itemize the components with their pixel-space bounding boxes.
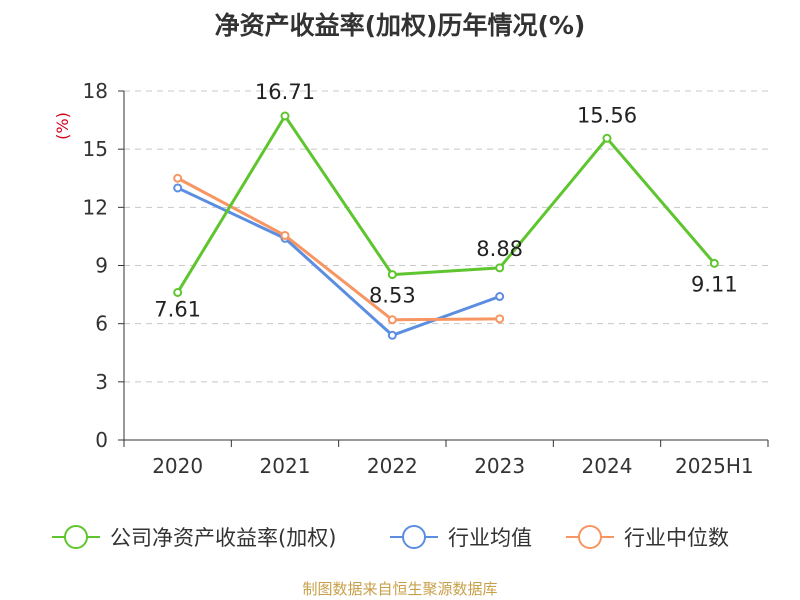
y-tick-label: 0 — [95, 428, 108, 452]
y-tick-label: 18 — [83, 79, 108, 103]
legend-item-label: 行业均值 — [448, 526, 532, 550]
data-point — [602, 133, 612, 143]
data-point — [173, 183, 183, 193]
legend-swatch-marker — [578, 525, 602, 549]
legend: 公司净资产收益率(加权) 行业均值 行业中位数 — [52, 525, 729, 550]
legend-item-label: 公司净资产收益率(加权) — [110, 526, 336, 550]
series-line — [176, 114, 716, 294]
data-point — [173, 173, 183, 183]
source-note: 制图数据来自恒生聚源数据库 — [302, 580, 498, 598]
data-point — [495, 314, 505, 324]
series-line — [177, 186, 501, 337]
legend-swatch-marker — [402, 525, 426, 549]
y-tick-label: 12 — [83, 195, 108, 219]
legend-item-label: 行业中位数 — [624, 526, 729, 550]
data-label: 7.61 — [154, 297, 201, 321]
x-tick-label: 2024 — [582, 454, 633, 478]
data-label: 15.56 — [577, 103, 637, 127]
x-tick-label: 2021 — [260, 454, 311, 478]
y-tick-label: 9 — [95, 254, 108, 278]
x-tick-label: 2023 — [474, 454, 525, 478]
series-line — [176, 176, 500, 322]
axes: 0 3 6 9 12 15 18 2020 2021 2022 2023 2024 2025H1 (%) — [53, 79, 769, 478]
y-tick-label: 3 — [95, 370, 108, 394]
data-point — [495, 263, 505, 273]
y-tick-label: 15 — [83, 137, 108, 161]
data-point — [495, 292, 505, 302]
data-point — [280, 230, 290, 240]
y-tick-label: 6 — [95, 312, 108, 336]
data-label: 8.53 — [369, 284, 416, 308]
data-label: 16.71 — [255, 80, 315, 104]
data-point — [387, 315, 397, 325]
series-lines — [173, 111, 719, 340]
data-labels: 7.61 16.71 8.53 8.88 15.56 9.11 — [154, 80, 737, 321]
x-tick-label: 2022 — [367, 454, 418, 478]
data-label: 9.11 — [691, 272, 738, 296]
data-point — [280, 111, 290, 121]
data-point — [387, 330, 397, 340]
data-point — [173, 287, 183, 297]
y-axis-label: (%) — [53, 112, 72, 140]
data-point — [709, 258, 719, 268]
legend-swatch-marker — [64, 525, 88, 549]
x-tick-label: 2025H1 — [675, 454, 754, 478]
grid-lines — [124, 90, 768, 383]
chart-title: 净资产收益率(加权)历年情况(%) — [214, 11, 586, 40]
data-point — [387, 270, 397, 280]
data-label: 8.88 — [476, 237, 523, 261]
x-tick-label: 2020 — [152, 454, 203, 478]
